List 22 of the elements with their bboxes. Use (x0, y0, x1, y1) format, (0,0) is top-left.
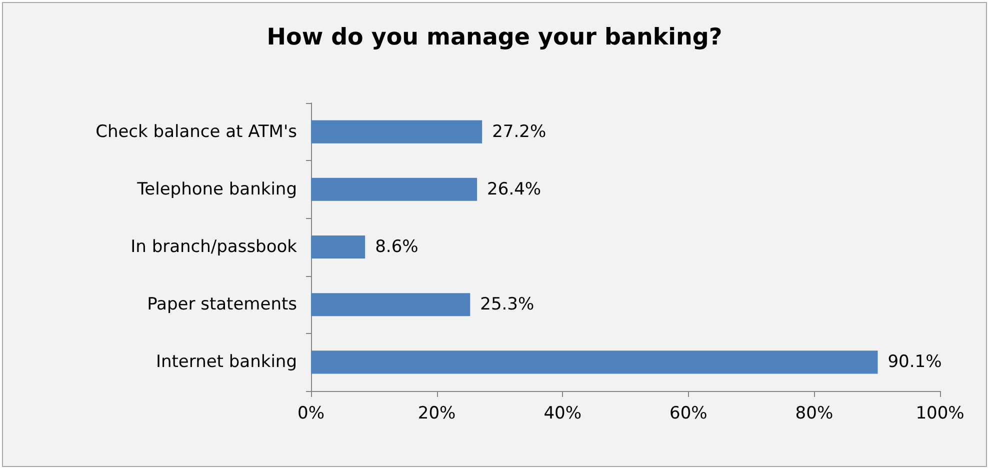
x-tick-label: 100% (916, 404, 964, 424)
y-tick-label: Paper statements (147, 294, 298, 315)
data-label: 25.3% (480, 294, 534, 315)
x-tick-label: 40% (544, 404, 582, 424)
y-tick-label: Check balance at ATM's (96, 122, 298, 142)
y-tick-label: In branch/passbook (130, 237, 298, 257)
data-label: 26.4% (487, 179, 542, 200)
y-tick-label: Internet banking (156, 352, 297, 372)
bar (311, 120, 482, 144)
y-tick-label: Telephone banking (136, 179, 297, 200)
data-label: 8.6% (375, 237, 418, 257)
data-label: 90.1% (888, 352, 942, 372)
chart-title: How do you manage your banking? (266, 24, 722, 50)
bar (311, 350, 878, 374)
x-tick-label: 80% (795, 404, 834, 424)
bar (311, 178, 478, 201)
bar (311, 235, 366, 259)
x-tick-label: 60% (670, 404, 708, 424)
data-label: 27.2% (492, 122, 546, 142)
x-tick-label: 0% (298, 404, 324, 424)
x-tick-label: 20% (418, 404, 456, 424)
bar (311, 293, 470, 316)
